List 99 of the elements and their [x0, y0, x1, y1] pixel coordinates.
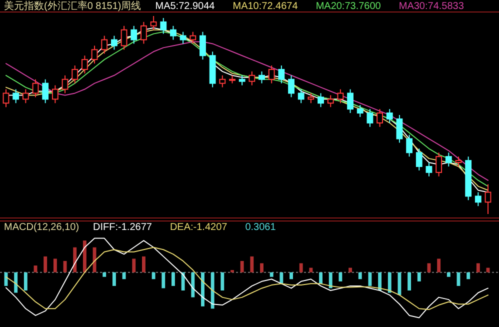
- candlestick: [111, 35, 118, 50]
- bar: [427, 263, 431, 272]
- candlestick: [318, 92, 324, 108]
- candlestick: [366, 108, 374, 128]
- bar: [73, 247, 77, 272]
- bar: [319, 272, 322, 284]
- bar: [348, 268, 352, 272]
- candlestick: [140, 21, 147, 44]
- bar: [102, 272, 106, 277]
- bar: [309, 268, 313, 272]
- bar: [270, 272, 274, 277]
- bar: [44, 256, 48, 272]
- candlestick: [396, 114, 403, 144]
- candlestick: [268, 65, 275, 84]
- text: MA30:74.5833: [398, 1, 464, 12]
- bar: [92, 247, 96, 272]
- bar: [240, 260, 244, 272]
- candlestick: [337, 88, 344, 104]
- candlestick: [91, 45, 98, 64]
- candlestick: [81, 55, 88, 74]
- bar: [152, 272, 156, 280]
- candlestick: [416, 148, 422, 171]
- candlestick: [406, 134, 413, 158]
- candlestick: [62, 74, 68, 94]
- bar: [290, 272, 293, 280]
- bar: [220, 272, 224, 290]
- candlestick: [200, 31, 206, 60]
- series-label: MA5:72.9044: [155, 1, 216, 12]
- bar: [299, 263, 303, 272]
- bar: [210, 272, 214, 309]
- candlestick: [376, 108, 383, 128]
- bar: [388, 272, 392, 293]
- bar: [368, 272, 372, 286]
- text: MA10:72.4674: [232, 1, 298, 12]
- candlestick: [190, 31, 196, 44]
- bar: [417, 272, 421, 282]
- candlestick: [12, 88, 20, 104]
- bar: [338, 272, 342, 282]
- bar: [358, 272, 362, 280]
- candlestick: [347, 88, 354, 114]
- candlestick: [288, 74, 294, 98]
- candlestick: [327, 94, 334, 108]
- series-label: DEA:-1.4207: [170, 222, 228, 233]
- series-label: DIFF:-1.2677: [93, 222, 152, 233]
- bar: [466, 272, 470, 280]
- bar: [250, 256, 254, 272]
- candlestick: [386, 108, 393, 124]
- text: MA20:73.7600: [316, 1, 382, 12]
- chart-title: 美元指数(外汇汇率0 8151)周线: [4, 0, 142, 12]
- candlestick: [356, 104, 364, 118]
- candlestick: [248, 70, 256, 86]
- bar: [191, 272, 195, 298]
- bar: [162, 272, 166, 288]
- bar: [14, 272, 18, 293]
- candlestick: [150, 16, 157, 30]
- candlestick: [52, 84, 58, 104]
- candlestick: [258, 70, 265, 84]
- candlestick: [455, 156, 462, 167]
- candlestick: [42, 78, 49, 104]
- candlestick: [170, 25, 176, 40]
- candlestick: [130, 25, 138, 44]
- bar: [280, 272, 284, 284]
- bar: [437, 258, 441, 272]
- bar: [142, 256, 146, 272]
- bar: [24, 272, 28, 290]
- text: 0.3061: [245, 222, 276, 233]
- bar: [476, 263, 480, 272]
- bar: [378, 272, 382, 290]
- candlestick: [101, 35, 108, 54]
- candlestick: [72, 65, 78, 84]
- bar: [408, 272, 412, 290]
- candlestick: [120, 25, 128, 50]
- candlestick: [474, 192, 482, 207]
- candlestick: [160, 17, 167, 34]
- candlestick: [278, 65, 285, 84]
- bar: [82, 240, 86, 272]
- candlestick: [180, 31, 186, 44]
- candlestick: [426, 162, 432, 177]
- bar: [398, 272, 402, 296]
- candlestick: [32, 78, 39, 98]
- bar: [122, 272, 126, 280]
- bar: [112, 272, 116, 286]
- bar: [53, 258, 57, 272]
- bar: [132, 258, 136, 272]
- bar: [260, 263, 264, 272]
- candlestick: [238, 74, 246, 86]
- bar: [201, 272, 204, 306]
- candlestick: [219, 74, 226, 88]
- candlestick: [308, 92, 314, 104]
- bar: [446, 272, 450, 277]
- candlestick: [445, 152, 452, 167]
- candlestick: [436, 152, 442, 177]
- bar: [172, 272, 175, 286]
- candlestick: [22, 88, 29, 104]
- candlestick: [2, 88, 10, 108]
- bar: [328, 272, 332, 288]
- candlestick: [298, 88, 304, 104]
- chart-title: MACD(12,26,10): [4, 222, 80, 233]
- candlestick: [484, 184, 492, 214]
